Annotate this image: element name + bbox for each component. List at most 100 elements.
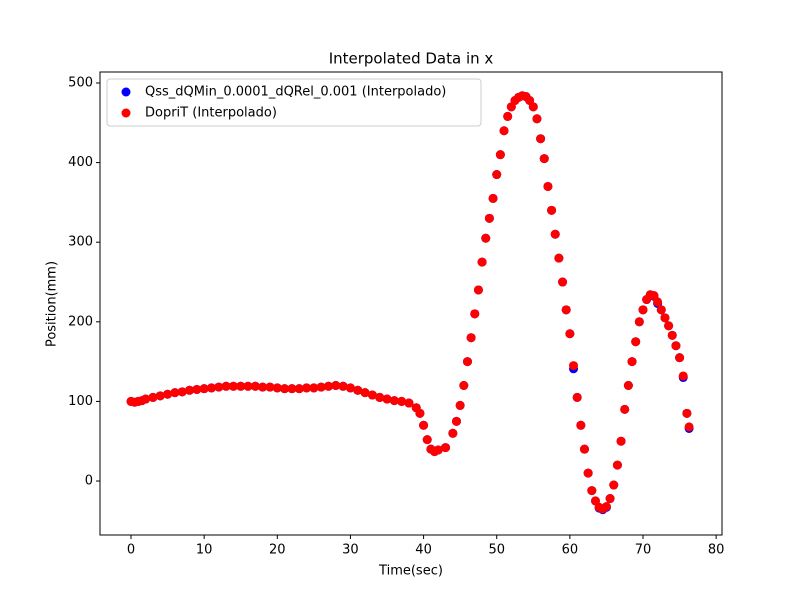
point xyxy=(404,398,414,408)
point xyxy=(550,229,560,239)
point xyxy=(484,213,494,223)
y-tick-label: 400 xyxy=(68,155,93,170)
point xyxy=(419,420,429,430)
point xyxy=(455,400,465,410)
point xyxy=(199,384,209,394)
point xyxy=(323,381,333,391)
point xyxy=(653,297,663,307)
point xyxy=(466,333,476,343)
point xyxy=(528,102,538,112)
point xyxy=(470,309,480,319)
x-tick-label: 50 xyxy=(488,543,505,558)
x-tick-label: 80 xyxy=(708,543,725,558)
point xyxy=(141,394,151,404)
y-tick-label: 300 xyxy=(68,235,93,250)
point xyxy=(503,111,513,121)
x-tick-label: 40 xyxy=(415,543,432,558)
point xyxy=(554,253,564,263)
point xyxy=(331,380,341,390)
point xyxy=(448,428,458,438)
point xyxy=(302,383,312,393)
point xyxy=(265,382,275,392)
point xyxy=(155,391,165,401)
point xyxy=(656,305,666,315)
y-tick-label: 100 xyxy=(68,394,93,409)
point xyxy=(451,416,461,426)
point xyxy=(462,357,472,367)
point xyxy=(163,389,173,399)
point xyxy=(389,396,399,406)
point xyxy=(601,502,611,512)
point xyxy=(605,494,615,504)
point xyxy=(258,382,268,392)
legend-label: Qss_dQMin_0.0001_dQRel_0.001 (Interpolad… xyxy=(145,85,446,100)
y-tick-label: 500 xyxy=(68,75,93,90)
point xyxy=(565,329,575,339)
point xyxy=(532,114,542,124)
point xyxy=(579,444,589,454)
x-tick-label: 30 xyxy=(342,543,359,558)
point xyxy=(684,422,694,432)
point xyxy=(367,390,377,400)
point xyxy=(671,341,681,351)
point xyxy=(433,445,443,455)
point xyxy=(481,233,491,243)
point xyxy=(477,257,487,267)
point xyxy=(415,408,425,418)
point xyxy=(214,382,224,392)
x-tick-label: 60 xyxy=(562,543,579,558)
legend-box xyxy=(106,78,482,127)
point xyxy=(185,385,195,395)
point xyxy=(609,480,619,490)
point xyxy=(678,371,688,381)
point xyxy=(488,193,498,203)
point xyxy=(495,150,505,160)
point xyxy=(221,381,231,391)
point xyxy=(192,384,202,394)
point xyxy=(612,460,622,470)
point xyxy=(543,181,553,191)
point xyxy=(587,486,597,496)
x-tick-label: 70 xyxy=(635,543,652,558)
point xyxy=(422,435,432,445)
point xyxy=(569,361,579,371)
point xyxy=(360,388,370,398)
point xyxy=(623,380,633,390)
point xyxy=(631,337,641,347)
point xyxy=(228,381,238,391)
point xyxy=(459,380,469,390)
point xyxy=(547,205,557,215)
point xyxy=(675,353,685,363)
point xyxy=(206,383,216,393)
legend-marker xyxy=(121,87,131,97)
legend-label: DopriT (Interpolado) xyxy=(145,106,277,121)
point xyxy=(441,443,451,453)
point xyxy=(177,387,187,397)
point xyxy=(638,305,648,315)
point xyxy=(627,357,637,367)
point xyxy=(309,383,319,393)
point xyxy=(382,394,392,404)
point xyxy=(243,381,253,391)
point xyxy=(583,468,593,478)
point xyxy=(280,384,290,394)
point xyxy=(660,313,670,323)
point xyxy=(287,384,297,394)
x-tick-label: 0 xyxy=(127,543,135,558)
y-tick-label: 200 xyxy=(68,314,93,329)
y-tick-label: 0 xyxy=(85,474,93,489)
plot-frame xyxy=(99,71,723,536)
point xyxy=(558,277,568,287)
point xyxy=(250,381,260,391)
point xyxy=(620,404,630,414)
point xyxy=(539,154,549,164)
legend-marker xyxy=(121,108,131,118)
point xyxy=(170,388,180,398)
point xyxy=(616,436,626,446)
point xyxy=(634,317,644,327)
point xyxy=(536,134,546,144)
point xyxy=(272,383,282,393)
point xyxy=(561,305,571,315)
chart-title: Interpolated Data in x xyxy=(329,50,494,68)
point xyxy=(236,381,246,391)
